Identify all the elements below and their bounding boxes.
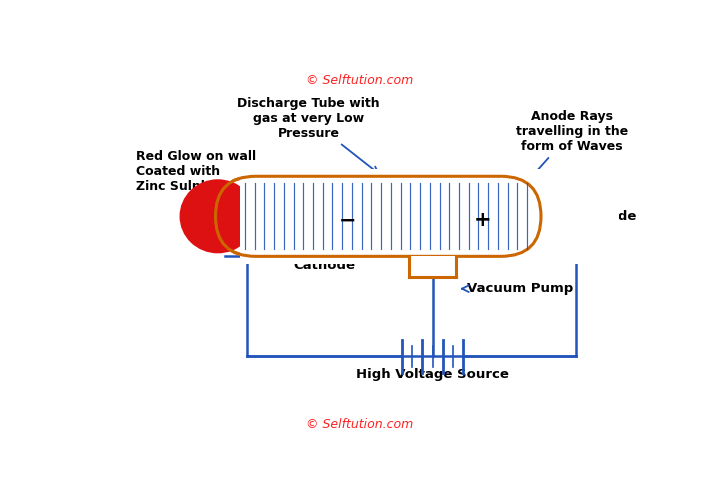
Text: Vacuum Pump: Vacuum Pump <box>468 282 573 295</box>
Text: High Voltage Source: High Voltage Source <box>356 368 509 381</box>
FancyBboxPatch shape <box>215 176 541 256</box>
Text: Anode: Anode <box>590 210 637 223</box>
Ellipse shape <box>179 180 256 254</box>
Polygon shape <box>410 256 455 276</box>
Text: −: − <box>339 210 356 230</box>
Polygon shape <box>240 168 618 264</box>
Text: © Selftution.com: © Selftution.com <box>306 74 413 87</box>
Text: Anode Rays
travelling in the
form of Waves: Anode Rays travelling in the form of Wav… <box>516 110 628 188</box>
Text: Cathode: Cathode <box>293 258 355 272</box>
Text: +: + <box>474 210 491 230</box>
Text: © Selftution.com: © Selftution.com <box>306 418 413 431</box>
Text: Discharge Tube with
gas at very Low
Pressure: Discharge Tube with gas at very Low Pres… <box>237 97 380 174</box>
Text: Red Glow on wall
Coated with
Zinc Sulphide: Red Glow on wall Coated with Zinc Sulphi… <box>136 150 256 205</box>
